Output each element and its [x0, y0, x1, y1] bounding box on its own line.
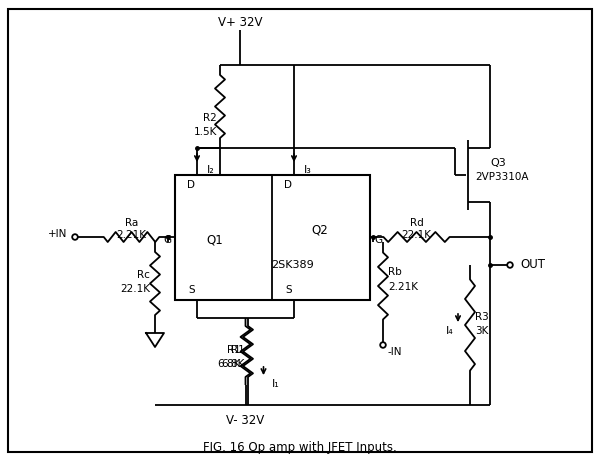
- Text: +IN: +IN: [47, 229, 67, 239]
- Text: Rc: Rc: [137, 270, 150, 280]
- Text: G: G: [163, 235, 171, 245]
- Text: Q3: Q3: [490, 158, 506, 168]
- Text: Ra: Ra: [125, 218, 138, 228]
- Text: OUT: OUT: [520, 258, 545, 271]
- Text: 2.21K: 2.21K: [116, 230, 146, 240]
- Text: 6.8K: 6.8K: [217, 359, 241, 369]
- Text: G: G: [374, 235, 382, 245]
- Text: V- 32V: V- 32V: [226, 413, 265, 426]
- Text: I₃: I₃: [304, 165, 312, 175]
- Text: 3K: 3K: [475, 326, 488, 336]
- Text: V+ 32V: V+ 32V: [218, 15, 262, 29]
- Text: R1: R1: [231, 345, 245, 355]
- Text: 22.1K: 22.1K: [120, 284, 150, 294]
- Text: Q1: Q1: [206, 233, 223, 246]
- Text: Rd: Rd: [410, 218, 424, 228]
- Text: Q2: Q2: [311, 224, 328, 237]
- Text: 6.8K: 6.8K: [221, 359, 245, 369]
- Text: D: D: [187, 180, 195, 190]
- Text: 22.1K: 22.1K: [401, 230, 431, 240]
- Text: Rb: Rb: [388, 267, 402, 277]
- Text: R3: R3: [475, 312, 489, 322]
- Circle shape: [72, 234, 78, 240]
- Text: R1: R1: [227, 345, 241, 355]
- Circle shape: [507, 262, 513, 268]
- Text: 2SK389: 2SK389: [271, 260, 314, 270]
- Text: D: D: [284, 180, 292, 190]
- Circle shape: [380, 342, 386, 348]
- Text: I₄: I₄: [446, 326, 454, 336]
- Text: I₁: I₁: [271, 379, 279, 389]
- Text: -IN: -IN: [387, 347, 401, 357]
- Text: 1.5K: 1.5K: [194, 127, 217, 137]
- Text: 2.21K: 2.21K: [388, 282, 418, 292]
- Text: S: S: [286, 285, 292, 295]
- Text: 2VP3310A: 2VP3310A: [475, 172, 529, 182]
- Text: FIG. 16 Op amp with JFET Inputs.: FIG. 16 Op amp with JFET Inputs.: [203, 442, 397, 455]
- Text: R2: R2: [203, 113, 217, 123]
- Text: I₂: I₂: [207, 165, 215, 175]
- Text: S: S: [188, 285, 195, 295]
- Bar: [175, 175, 370, 300]
